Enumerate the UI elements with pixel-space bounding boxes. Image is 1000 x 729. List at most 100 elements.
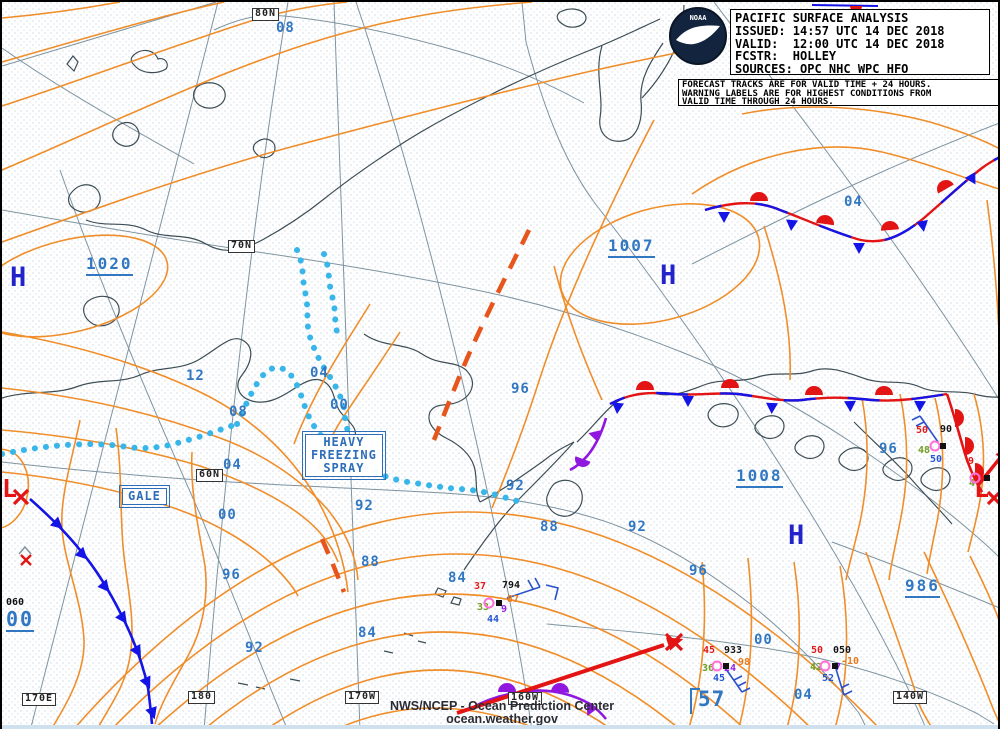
station-value: 52 xyxy=(822,673,835,684)
station-circle xyxy=(969,472,981,484)
forecast-note-box: FORECAST TRACKS ARE FOR VALID TIME + 24 … xyxy=(678,79,998,108)
station-value: 48 xyxy=(918,445,931,456)
high-center: H xyxy=(10,262,27,293)
grid-label-60n: 60N xyxy=(196,469,224,482)
isobar-value-label: 88 xyxy=(540,519,559,535)
forecast-track-marks xyxy=(12,448,998,715)
grid-label-140w: 140W xyxy=(893,691,928,704)
isobar-value-label: 08 xyxy=(229,404,248,420)
header-valid: VALID: 12:00 UTC 14 DEC 2018 xyxy=(735,36,945,51)
isobar-value-label: 92 xyxy=(506,478,525,494)
analysis-header-box: PACIFIC SURFACE ANALYSIS ISSUED: 14:57 U… xyxy=(730,9,990,77)
station-circle xyxy=(711,660,723,672)
station-value: 37 xyxy=(474,581,487,592)
station-circle xyxy=(483,597,495,609)
station-value: 9 xyxy=(501,604,508,615)
wind-barbs xyxy=(506,415,939,696)
low-center: L xyxy=(2,474,18,503)
isobar-value-label: 04 xyxy=(223,457,242,473)
credit-agency: NWS/NCEP - Ocean Prediction Center xyxy=(389,699,615,713)
high-center: H xyxy=(660,260,677,291)
credit-block: NWS/NCEP - Ocean Prediction Center ocean… xyxy=(312,700,692,726)
station-value: 45 xyxy=(713,673,726,684)
header-sources: SOURCES: OPC NHC WPC HFO xyxy=(735,62,909,77)
station-value: 4 xyxy=(969,478,976,489)
isobar-value-label: 92 xyxy=(355,498,374,514)
isobar-value-label: 96 xyxy=(879,441,898,457)
station-value: 87 xyxy=(507,594,520,605)
grid-label-80n: 80N xyxy=(252,8,280,21)
isobar-value-label: 84 xyxy=(448,570,467,586)
high-value-1008: 1008 xyxy=(736,467,783,488)
high-value-1007: 1007 xyxy=(608,237,655,258)
isobar-value-label: 96 xyxy=(689,563,708,579)
station-value: 45 xyxy=(703,645,716,656)
station-value: 42 xyxy=(810,662,823,673)
station-value: 7 xyxy=(835,662,842,673)
position-label-57: 57 xyxy=(698,687,726,711)
station-value: -10 xyxy=(841,656,860,667)
station-value: 44 xyxy=(487,614,500,625)
trough-lines xyxy=(319,228,532,593)
note-line2: WARNING LABELS ARE FOR HIGHEST CONDITION… xyxy=(682,88,932,99)
station-circle xyxy=(819,660,831,672)
grid-label-160w: 160W xyxy=(508,692,543,705)
movement-label: 060 xyxy=(6,597,25,608)
isobar-value-label: 08 xyxy=(276,20,295,36)
isobar-value-label: 92 xyxy=(628,519,647,535)
station-value: 90 xyxy=(940,424,953,435)
weather-fronts xyxy=(29,4,998,725)
grid-label-170w: 170W xyxy=(345,691,380,704)
station-value: 50 xyxy=(930,454,943,465)
station-value: 9 xyxy=(968,456,975,467)
station-square xyxy=(984,475,990,481)
isobar-value-label: 00 xyxy=(330,397,349,413)
gale-warning-label: GALE xyxy=(119,485,170,508)
position-bracket xyxy=(690,688,700,714)
isobar-value-label: 04 xyxy=(794,687,813,703)
header-title: PACIFIC SURFACE ANALYSIS xyxy=(735,11,909,25)
bottom-edge-strip xyxy=(2,725,998,729)
grid-label-170e: 170E xyxy=(22,693,57,706)
noaa-logo: NOAA xyxy=(669,7,727,65)
noaa-logo-text: NOAA xyxy=(690,14,708,22)
station-square xyxy=(723,663,729,669)
station-value: 794 xyxy=(502,580,521,591)
station-circle xyxy=(929,440,941,452)
station-square xyxy=(832,663,838,669)
station-value: 24 xyxy=(724,663,737,674)
station-value: 50 xyxy=(916,425,929,436)
header-forecaster: FCSTR: HOLLEY xyxy=(735,49,837,64)
note-line3: VALID TIME THROUGH 24 HOURS. xyxy=(682,97,834,108)
note-line1: FORECAST TRACKS ARE FOR VALID TIME + 24 … xyxy=(682,80,932,90)
high-value-1020: 1020 xyxy=(86,255,133,276)
station-square xyxy=(496,600,502,606)
station-value: -98 xyxy=(732,657,751,668)
grid-label-180: 180 xyxy=(188,691,216,704)
station-value: 50 xyxy=(811,645,824,656)
isobar-value-label: 92 xyxy=(245,640,264,656)
station-value: 36 xyxy=(702,663,715,674)
isobar-value-label: 00 xyxy=(754,632,773,648)
isobar-value-label: 96 xyxy=(511,381,530,397)
heavy-freezing-spray-label: HEAVY FREEZING SPRAY xyxy=(302,431,386,480)
header-issued: ISSUED: 14:57 UTC 14 DEC 2018 xyxy=(735,23,945,38)
isobar-value-label: 88 xyxy=(361,554,380,570)
station-square xyxy=(940,443,946,449)
isobar-value-label: 04 xyxy=(310,365,329,381)
station-value: 933 xyxy=(724,645,743,656)
station-value: 050 xyxy=(833,645,852,656)
isobar-value-label: 96 xyxy=(222,567,241,583)
isobar-value-label: 84 xyxy=(358,625,377,641)
station-value: 33 xyxy=(477,602,490,613)
high-center: H xyxy=(788,520,805,551)
isobar-value-label: 04 xyxy=(844,194,863,210)
grid-label-70n: 70N xyxy=(228,240,256,253)
isobar-value-label: 12 xyxy=(186,368,205,384)
low-value-986: 986 xyxy=(905,577,940,598)
